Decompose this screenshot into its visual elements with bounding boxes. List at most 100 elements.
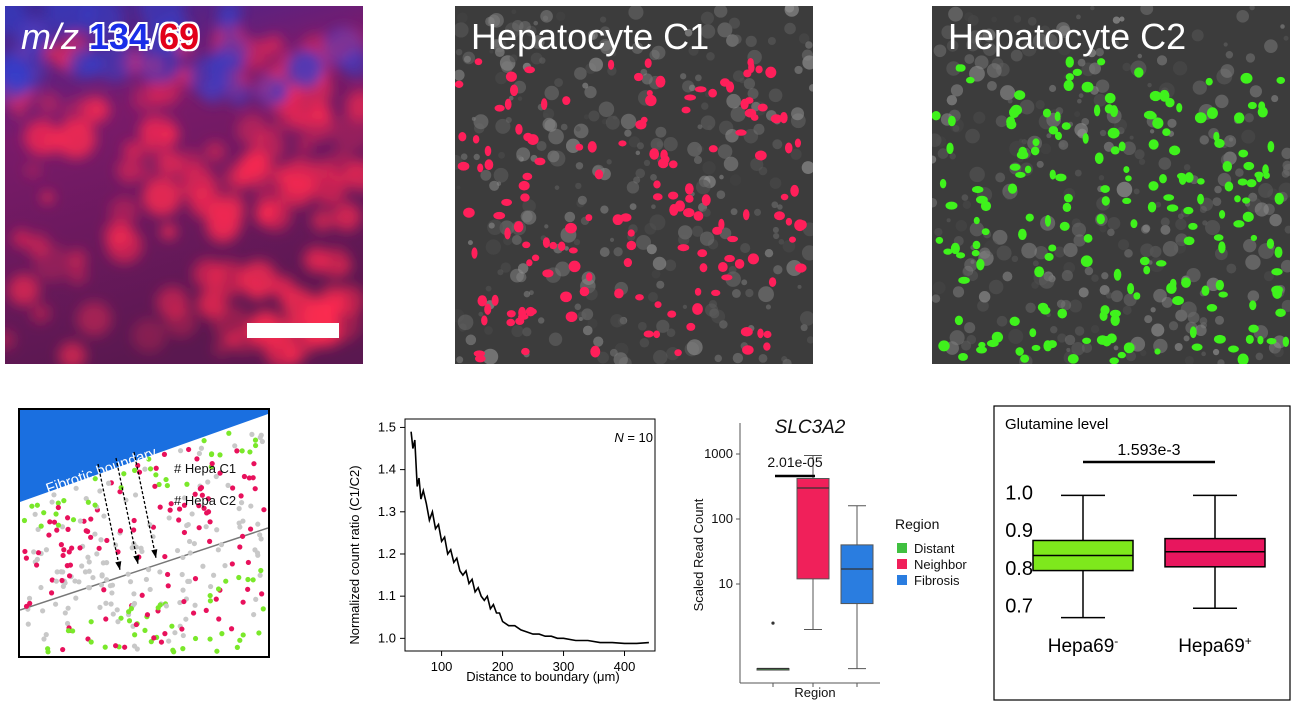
c2-cell-dot [1258,101,1266,111]
schematic-cell-dot [216,616,222,622]
schematic-cell-dot [257,572,263,578]
c2-cell-dot [1104,92,1116,104]
c1-cell-dot [742,345,754,355]
c1-cell-dot [626,240,637,251]
c1-cell-dot [458,132,467,142]
schematic-cell-dot [245,559,251,566]
c1-cell-dot [506,310,516,318]
c2-cell-dot [1152,117,1164,129]
c1-cell-dot [757,328,764,339]
schematic-cell-dot [23,603,30,609]
annotation-value: = 10 [624,430,653,445]
schematic-cell-dot [38,584,44,591]
schematic-cell-dot [190,610,197,616]
schematic-cell-dot [60,552,66,559]
c1-cell-dot [579,286,590,297]
schematic-cell-dot [92,502,98,508]
c2-cell-dot [1015,347,1024,356]
c1-cell-dot [472,134,480,144]
c1-cell-dot [542,269,554,278]
schematic-cell-dot [192,576,199,582]
legend-hepa-c2: # Hepa C2 [174,493,236,508]
schematic-cell-dot [258,567,264,574]
slc-y-tick-label: 1000 [704,446,733,461]
c1-cell-dot [620,213,632,222]
c2-cell-dot [1213,234,1224,241]
c2-cell-dot [1107,127,1120,139]
schematic-cell-dot [255,521,261,527]
c2-cell-dot [1246,179,1257,188]
distance-arrow [133,451,157,559]
c1-cell-dot [674,349,682,357]
c1-cell-dot [763,342,771,351]
schematic-cell-dot [183,616,189,622]
schematic-cell-dot [131,527,137,533]
schematic-cell-dot [58,542,64,548]
c1-cell-dot [527,134,539,145]
schematic-cell-dot [184,522,190,529]
schematic-cell-dot [129,545,135,551]
slc-legend-label: Neighbor [914,557,967,572]
c2-cell-dot [1072,68,1082,77]
schematic-cell-dot [211,572,217,578]
schematic-cell-dot [113,643,119,649]
c1-cell-dot [789,236,796,243]
c1-cell-dot [474,355,486,363]
schematic-cell-dot [96,545,102,551]
c2-cell-dot [1031,344,1041,351]
slc-legend-label: Distant [914,541,955,556]
c2-cell-dot [1249,300,1257,311]
c1-cell-dot [505,71,517,82]
c2-cell-dot [1100,185,1110,193]
c2-cell-dot [1127,282,1135,295]
glu-y-tick-label: 0.9 [1005,520,1033,542]
distance-arrow [115,457,139,565]
c1-cell-dot [768,277,777,287]
slc-box-fibrosis [840,505,874,687]
schematic-cell-dot [186,538,193,545]
schematic-cell-dot [184,481,190,487]
c2-cell-dot [943,248,953,255]
c1-cell-dot [493,211,506,220]
c2-cell-dot [1188,222,1198,230]
scale-bar [247,323,339,338]
c2-cell-dot [1109,105,1118,118]
c1-cell-dot [735,129,747,136]
schematic-cell-dot [101,513,107,519]
c2-cell-dot [1159,174,1167,184]
schematic-cell-dot [259,438,265,445]
schematic-cell-dot [213,596,219,602]
c1-cell-dot [557,241,566,252]
schematic-cell-dot [223,578,229,584]
schematic-cell-dot [155,605,161,611]
schematic-cell-dot [76,579,82,585]
schematic-cell-dot [179,571,185,578]
c2-cell-dot [1139,256,1150,266]
c2-cell-dot [945,201,958,210]
c1-cell-dot [515,123,523,135]
schematic-cell-dot [234,644,240,650]
c1-cell-dot [734,258,745,269]
schematic-cell-dot [142,627,148,634]
schematic-cell-dot [88,639,94,645]
legend-hepa-c1: # Hepa C1 [174,461,236,476]
schematic-cell-dot [59,524,66,530]
c1-cell-dot [590,345,601,358]
c2-cell-dot [1018,228,1027,241]
glutamine-title: Glutamine level [1005,416,1108,433]
c2-cell-dot [978,341,986,349]
c2-cell-dot [1163,194,1175,201]
slc3a2-xlabel: Region [794,685,835,700]
schematic-cell-dot [186,578,193,584]
c1-cell-dot [526,259,533,267]
schematic-cell-dot [203,524,209,530]
c2-cell-dot [1189,326,1197,339]
schematic-cell-dot [161,451,168,457]
c2-cell-dot [1197,178,1205,185]
c1-cell-dot [748,61,755,74]
c2-cell-dot [1057,308,1068,319]
c2-cell-dot [986,339,999,348]
c1-cell-dot [645,94,657,107]
schematic-cell-dot [98,582,105,588]
schematic-cell-dot [73,595,79,601]
